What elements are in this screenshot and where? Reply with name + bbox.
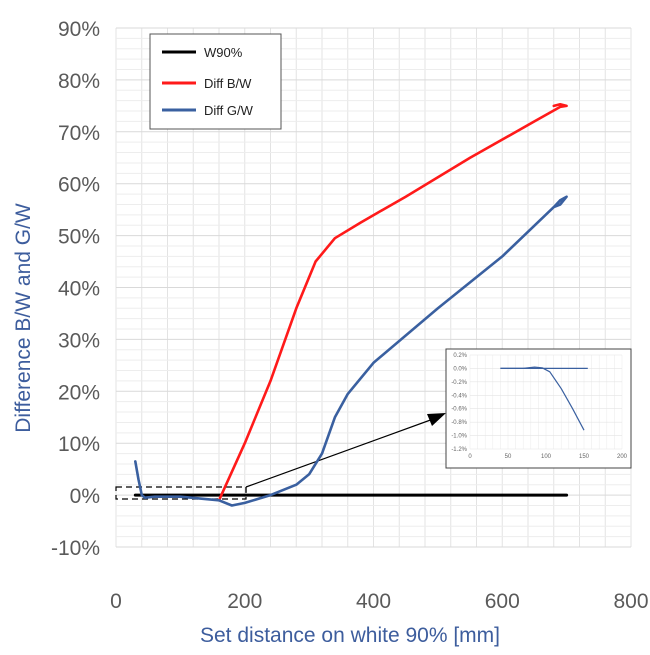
inset-y-tick-label: -1.0% [451,434,467,440]
y-tick-label: -10% [51,537,100,560]
inset-x-ticks: 0 50 100 150 200 [468,454,627,460]
inset-y-tick-label: 0.0% [453,366,467,372]
inset-y-ticks: 0.2% 0.0% -0.2% -0.4% -0.6% -0.8% -1.0% -1.2% [451,353,467,453]
inset-series [500,366,588,431]
inset-x-tick-label: 200 [617,454,628,460]
x-tick-label: 0 [110,590,122,613]
inset-chart: 0.2% 0.0% -0.2% -0.4% -0.6% -0.8% -1.0% -1.2% 0… [445,348,632,469]
inset-x-tick-label: 50 [505,454,512,460]
inset-x-tick-label: 100 [541,454,552,460]
inset-y-tick-label: -0.4% [451,393,467,399]
y-tick-label: 60% [58,174,100,197]
y-tick-label: 0% [70,485,100,508]
x-tick-label: 600 [485,590,520,613]
y-tick-label: 70% [58,122,100,145]
series-layer [133,103,569,507]
series-line-diff-bw [217,103,568,502]
legend-label-diff-gw: Diff G/W [204,103,254,118]
inset-x-tick-label: 0 [468,454,472,460]
inset-y-tick-label: -0.8% [451,420,467,426]
x-tick-label: 800 [613,590,648,613]
inset-line-diff-gw [500,366,585,431]
zoom-arrow-line [245,417,437,488]
x-axis-title: Set distance on white 90% [mm] [200,624,500,647]
x-tick-label: 200 [227,590,262,613]
inset-y-tick-label: -0.6% [451,407,467,413]
legend: W90% Diff B/W Diff G/W [149,33,282,130]
legend-label-diff-bw: Diff B/W [204,76,252,91]
zoom-region-box [115,486,247,500]
legend-label-w90: W90% [204,45,243,60]
y-axis-title: Difference B/W and G/W [12,203,35,433]
x-tick-label: 400 [356,590,391,613]
inset-y-tick-label: -0.2% [451,380,467,386]
y-axis-ticks: -10% 0% 10% 20% 30% 40% 50% 60% 70% 80% 90% [51,18,100,560]
inset-y-tick-label: -1.2% [451,447,467,453]
inset-y-tick-label: 0.2% [453,353,467,359]
y-tick-label: 50% [58,226,100,249]
x-axis-ticks: 0 200 400 600 800 [110,590,648,613]
inset-gridlines [469,354,623,450]
inset-x-tick-label: 150 [579,454,590,460]
zoom-arrow-head [427,413,446,426]
y-tick-label: 80% [58,70,100,93]
y-tick-label: 90% [58,18,100,41]
series-line-diff-gw [134,195,568,507]
y-tick-label: 30% [58,329,100,352]
y-tick-label: 20% [58,381,100,404]
y-tick-label: 10% [58,433,100,456]
y-tick-label: 40% [58,278,100,301]
